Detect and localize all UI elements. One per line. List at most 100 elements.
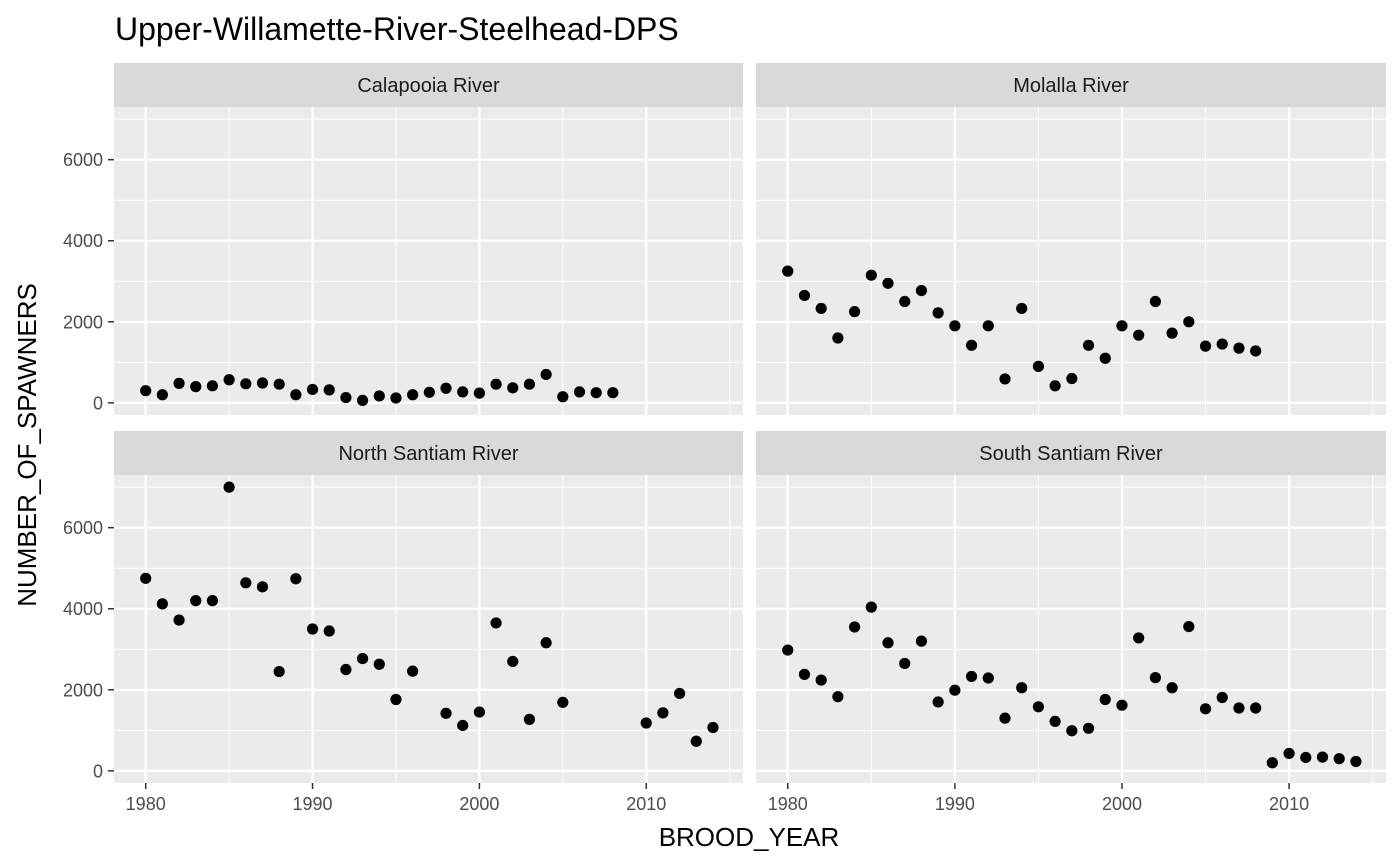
data-point	[899, 295, 911, 308]
data-point	[1099, 693, 1111, 706]
data-point	[390, 693, 402, 706]
data-point	[832, 691, 844, 703]
data-point	[848, 621, 861, 633]
data-point	[657, 707, 669, 719]
data-point	[1066, 725, 1078, 737]
data-point	[540, 368, 552, 381]
data-point	[965, 339, 978, 351]
data-point	[1066, 372, 1078, 385]
data-point	[240, 577, 252, 589]
data-point	[1082, 722, 1095, 734]
data-point	[323, 625, 335, 637]
data-point	[1166, 327, 1178, 339]
x-tick-label: 2010	[1269, 794, 1309, 814]
y-tick-label: 6000	[63, 150, 103, 170]
strip-background	[114, 431, 743, 475]
data-point	[190, 595, 202, 607]
data-point	[1183, 316, 1195, 328]
data-point	[156, 598, 168, 610]
data-point	[256, 377, 269, 389]
data-point	[1350, 755, 1362, 768]
data-point	[173, 614, 185, 626]
data-point	[523, 713, 536, 725]
data-point	[1049, 380, 1061, 392]
x-tick-label: 1990	[293, 794, 333, 814]
data-point	[223, 374, 235, 386]
data-point	[982, 320, 994, 332]
data-point	[1183, 620, 1195, 633]
data-point	[373, 390, 385, 402]
data-point	[1133, 329, 1145, 341]
data-point	[173, 377, 185, 389]
data-point	[915, 635, 928, 647]
data-point	[356, 652, 369, 665]
data-point	[557, 391, 569, 403]
data-point	[340, 663, 352, 676]
x-tick-label: 2000	[459, 794, 499, 814]
data-point	[206, 380, 219, 392]
y-tick-label: 2000	[63, 680, 103, 700]
data-point	[965, 670, 978, 683]
data-point	[882, 637, 894, 649]
strip-label: North Santiam River	[338, 443, 518, 465]
facet-calapooia-river: Calapooia River 0 2000 4000 6000	[63, 63, 743, 415]
data-point	[1216, 338, 1228, 350]
data-point	[473, 706, 485, 718]
data-point	[1133, 632, 1145, 644]
data-point	[140, 572, 152, 584]
y-tick-label: 2000	[63, 312, 103, 332]
data-point	[240, 378, 252, 390]
data-point	[1032, 701, 1045, 713]
x-tick-label: 2000	[1102, 794, 1142, 814]
x-axis-title: BROOD_YEAR	[659, 822, 840, 852]
data-point	[1266, 757, 1278, 769]
data-point	[540, 637, 552, 649]
data-point	[407, 665, 419, 677]
data-point	[290, 573, 302, 585]
data-point	[557, 696, 569, 708]
data-point	[323, 384, 335, 396]
y-tick-label: 0	[93, 761, 103, 781]
strip-background	[756, 431, 1386, 475]
data-point	[815, 674, 827, 686]
data-point	[690, 735, 702, 747]
data-point	[815, 302, 827, 315]
panel-background	[114, 107, 743, 415]
data-point	[273, 665, 285, 678]
strip-label: South Santiam River	[979, 443, 1163, 465]
panel-background	[756, 107, 1386, 415]
data-point	[223, 481, 235, 493]
data-point	[1233, 342, 1245, 354]
data-point	[423, 386, 435, 398]
facet-south-santiam-river: South Santiam River 1980 1990 2000 2010	[756, 431, 1386, 814]
data-point	[507, 655, 519, 668]
data-point	[949, 320, 961, 332]
data-point	[1016, 682, 1028, 694]
data-point	[1333, 753, 1345, 765]
strip-label: Molalla River	[1013, 75, 1129, 97]
data-point	[473, 387, 485, 399]
y-tick-label: 4000	[63, 599, 103, 619]
data-point	[190, 381, 202, 393]
y-tick-label: 4000	[63, 231, 103, 251]
data-point	[1099, 352, 1111, 364]
data-point	[306, 623, 319, 635]
data-point	[865, 269, 877, 281]
facet-panels: Calapooia River 0 2000 4000 6000 Molalla Rive…	[63, 63, 1386, 814]
facet-north-santiam-river: North Santiam River 0 2000 4000 6000 1980 1990…	[63, 431, 743, 814]
y-axis-title: NUMBER_OF_SPAWNERS	[12, 283, 42, 607]
data-point	[523, 378, 536, 390]
data-point	[707, 721, 719, 734]
data-point	[1250, 702, 1262, 714]
data-point	[865, 601, 877, 613]
strip-background	[756, 63, 1386, 107]
data-point	[782, 265, 794, 277]
data-point	[457, 719, 469, 732]
data-point	[798, 289, 811, 302]
data-point	[1116, 699, 1128, 711]
data-point	[356, 394, 369, 407]
data-point	[782, 644, 794, 656]
data-point	[882, 277, 894, 289]
chart-title: Upper-Willamette-River-Steelhead-DPS	[115, 11, 679, 47]
